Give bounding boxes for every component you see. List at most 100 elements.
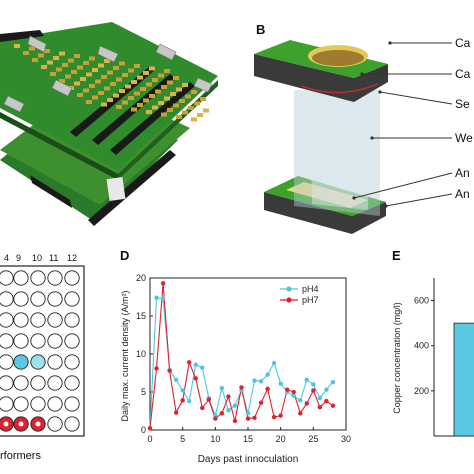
panel-a-pcb-photo — [0, 22, 218, 226]
y-axis-title: Copper concentration (mg/l) — [392, 302, 402, 414]
pcb-component — [89, 84, 95, 88]
y-axis-ticks: 200 400 600 — [414, 296, 434, 396]
label-cathode-2: Ca — [455, 67, 471, 81]
plate-well — [0, 291, 14, 307]
data-point-ph4 — [160, 296, 166, 301]
pcb-component — [122, 73, 128, 77]
x-tick-label: 25 — [308, 434, 318, 444]
x-tick-label: 30 — [341, 434, 351, 444]
plate-well — [0, 354, 14, 370]
pcb-component — [137, 103, 143, 107]
pcb-component — [119, 61, 125, 66]
pcb-component — [167, 80, 173, 85]
data-point-ph7 — [226, 394, 231, 399]
plate-well — [47, 375, 63, 391]
pcb-component — [86, 72, 92, 77]
pcb-component — [107, 98, 113, 102]
data-point-ph7 — [330, 403, 336, 408]
pcb-component — [44, 49, 50, 53]
bars — [453, 322, 474, 437]
pcb-component — [62, 63, 68, 67]
plate-well-center — [18, 421, 24, 427]
pcb-component — [182, 83, 188, 87]
pcb-component — [59, 51, 65, 56]
data-point-ph7 — [154, 366, 159, 371]
pcb-component — [41, 65, 47, 69]
plate-well — [64, 375, 80, 391]
pcb-component — [173, 76, 179, 80]
plate-well — [30, 354, 46, 370]
data-point-ph4 — [271, 360, 277, 366]
data-point-ph4 — [311, 382, 316, 387]
plate-well — [13, 354, 29, 370]
data-point-ph7 — [160, 281, 166, 286]
pcb-component — [92, 68, 98, 72]
pcb-component — [134, 91, 140, 96]
plate-well — [47, 270, 63, 286]
plate-well — [13, 375, 29, 391]
plate-well — [13, 291, 29, 307]
well-interior — [310, 96, 370, 210]
data-point-ph7 — [219, 411, 225, 416]
pcb-component — [77, 65, 83, 70]
plate-well — [64, 312, 80, 328]
label-anode-2: An — [455, 187, 470, 201]
data-point-ph7 — [180, 398, 185, 403]
data-point-ph4 — [232, 403, 238, 408]
pcb-component — [146, 110, 152, 114]
pcb-component — [38, 53, 44, 58]
pcb-component — [83, 88, 89, 93]
pcb-component — [71, 70, 77, 74]
plate-well — [47, 291, 63, 307]
plate-well — [64, 270, 80, 286]
plate-well — [47, 333, 63, 349]
pcb-component — [47, 60, 53, 65]
plate-well — [13, 270, 29, 286]
component-grid — [14, 44, 209, 122]
pcb-component — [158, 73, 164, 78]
y-tick-label: 20 — [136, 273, 146, 283]
pcb-component — [149, 94, 155, 98]
leader-dots — [352, 41, 392, 208]
pcb-component — [68, 58, 74, 63]
data-point-ph4 — [154, 295, 159, 300]
col-number-11: 11 — [49, 253, 59, 263]
leader-lines — [353, 42, 453, 207]
data-point-ph7 — [147, 426, 153, 431]
data-point-ph4 — [265, 372, 270, 377]
panel-b-well-schematic — [254, 40, 453, 234]
x-tick-label: 15 — [243, 434, 253, 444]
pcb-component — [143, 71, 149, 75]
pcb-component — [116, 105, 122, 109]
pcb-component — [113, 93, 119, 98]
pcb-component — [176, 115, 182, 119]
board-label-sticker — [106, 176, 126, 202]
cathode-opening-inner — [312, 50, 364, 66]
panel-d-line-chart: 0 5 10 15 20 0 5 10 15 20 25 30 Days past innocula… — [120, 273, 351, 465]
plate-well — [13, 312, 29, 328]
data-point-ph4 — [226, 408, 231, 413]
anode-block — [264, 192, 386, 234]
panel-c-well-plate — [0, 265, 85, 437]
legend-marker-ph4 — [286, 286, 292, 292]
y-tick-label: 0 — [141, 425, 146, 435]
plate-well — [30, 312, 46, 328]
pcb-component — [137, 75, 143, 80]
data-point-ph7 — [245, 416, 251, 421]
data-point-ph7 — [311, 388, 316, 393]
plate-well — [30, 375, 46, 391]
plate-well — [0, 312, 14, 328]
x-tick-label: 5 — [180, 434, 185, 444]
pcb-component — [107, 70, 113, 75]
panel-b-letter: B — [256, 22, 266, 37]
plate-well — [0, 375, 14, 391]
plate-well — [0, 270, 14, 286]
data-point-ph7 — [271, 414, 277, 420]
pcb-component — [101, 75, 107, 79]
pcb-component — [158, 101, 164, 105]
cathode-block — [254, 54, 388, 102]
y-axis-title: Daily max. current density (A/m²) — [120, 290, 130, 421]
data-point-ph4 — [291, 393, 296, 398]
plate-well — [47, 312, 63, 328]
plate-wells — [0, 270, 80, 432]
